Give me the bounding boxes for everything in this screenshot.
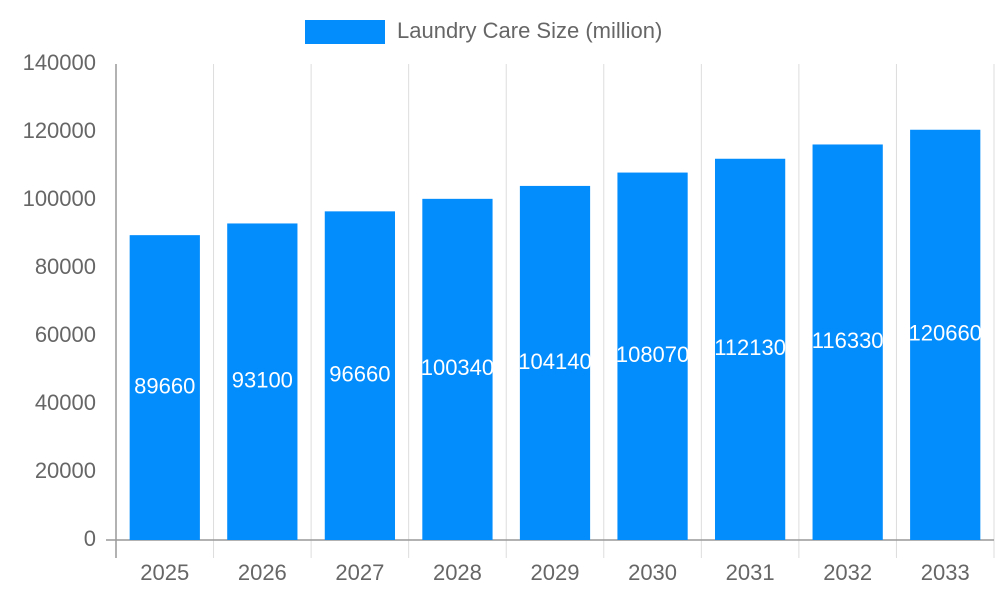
x-tick-label: 2027 <box>335 560 384 585</box>
data-label: 100340 <box>421 355 494 380</box>
bar <box>227 223 298 540</box>
bar <box>422 198 493 540</box>
data-label: 104140 <box>518 349 591 374</box>
bar <box>519 185 591 540</box>
y-tick-label: 40000 <box>35 390 96 415</box>
bar <box>812 144 883 540</box>
x-tick-label: 2025 <box>140 560 189 585</box>
x-tick-label: 2033 <box>921 560 970 585</box>
y-tick-label: 100000 <box>23 186 96 211</box>
bar <box>714 158 786 540</box>
data-label: 112130 <box>714 335 786 360</box>
y-tick-label: 140000 <box>23 50 96 75</box>
bar <box>324 211 396 540</box>
x-tick-label: 2030 <box>628 560 677 585</box>
labels: 0 20000 40000 60000 80000 100000 120000 140000 2… <box>23 18 982 585</box>
bars <box>129 129 981 541</box>
y-tick-label: 60000 <box>35 322 96 347</box>
legend-swatch <box>305 20 385 44</box>
data-label: 116330 <box>812 328 884 353</box>
bar <box>910 129 981 541</box>
y-tick-label: 80000 <box>35 254 96 279</box>
y-tick-label: 0 <box>84 526 96 551</box>
x-tick-label: 2029 <box>531 560 580 585</box>
data-label: 96660 <box>329 361 390 386</box>
legend-label: Laundry Care Size (million) <box>397 18 662 43</box>
x-tick-label: 2032 <box>823 560 872 585</box>
bar <box>617 172 688 540</box>
x-tick-label: 2026 <box>238 560 287 585</box>
bar <box>129 235 200 540</box>
x-tick-label: 2028 <box>433 560 482 585</box>
data-label: 93100 <box>232 368 293 393</box>
data-label: 108070 <box>616 342 689 367</box>
y-tick-label: 120000 <box>23 118 96 143</box>
x-tick-label: 2031 <box>726 560 775 585</box>
y-tick-label: 20000 <box>35 458 96 483</box>
data-label: 120660 <box>909 321 982 346</box>
data-label: 89660 <box>134 373 195 398</box>
